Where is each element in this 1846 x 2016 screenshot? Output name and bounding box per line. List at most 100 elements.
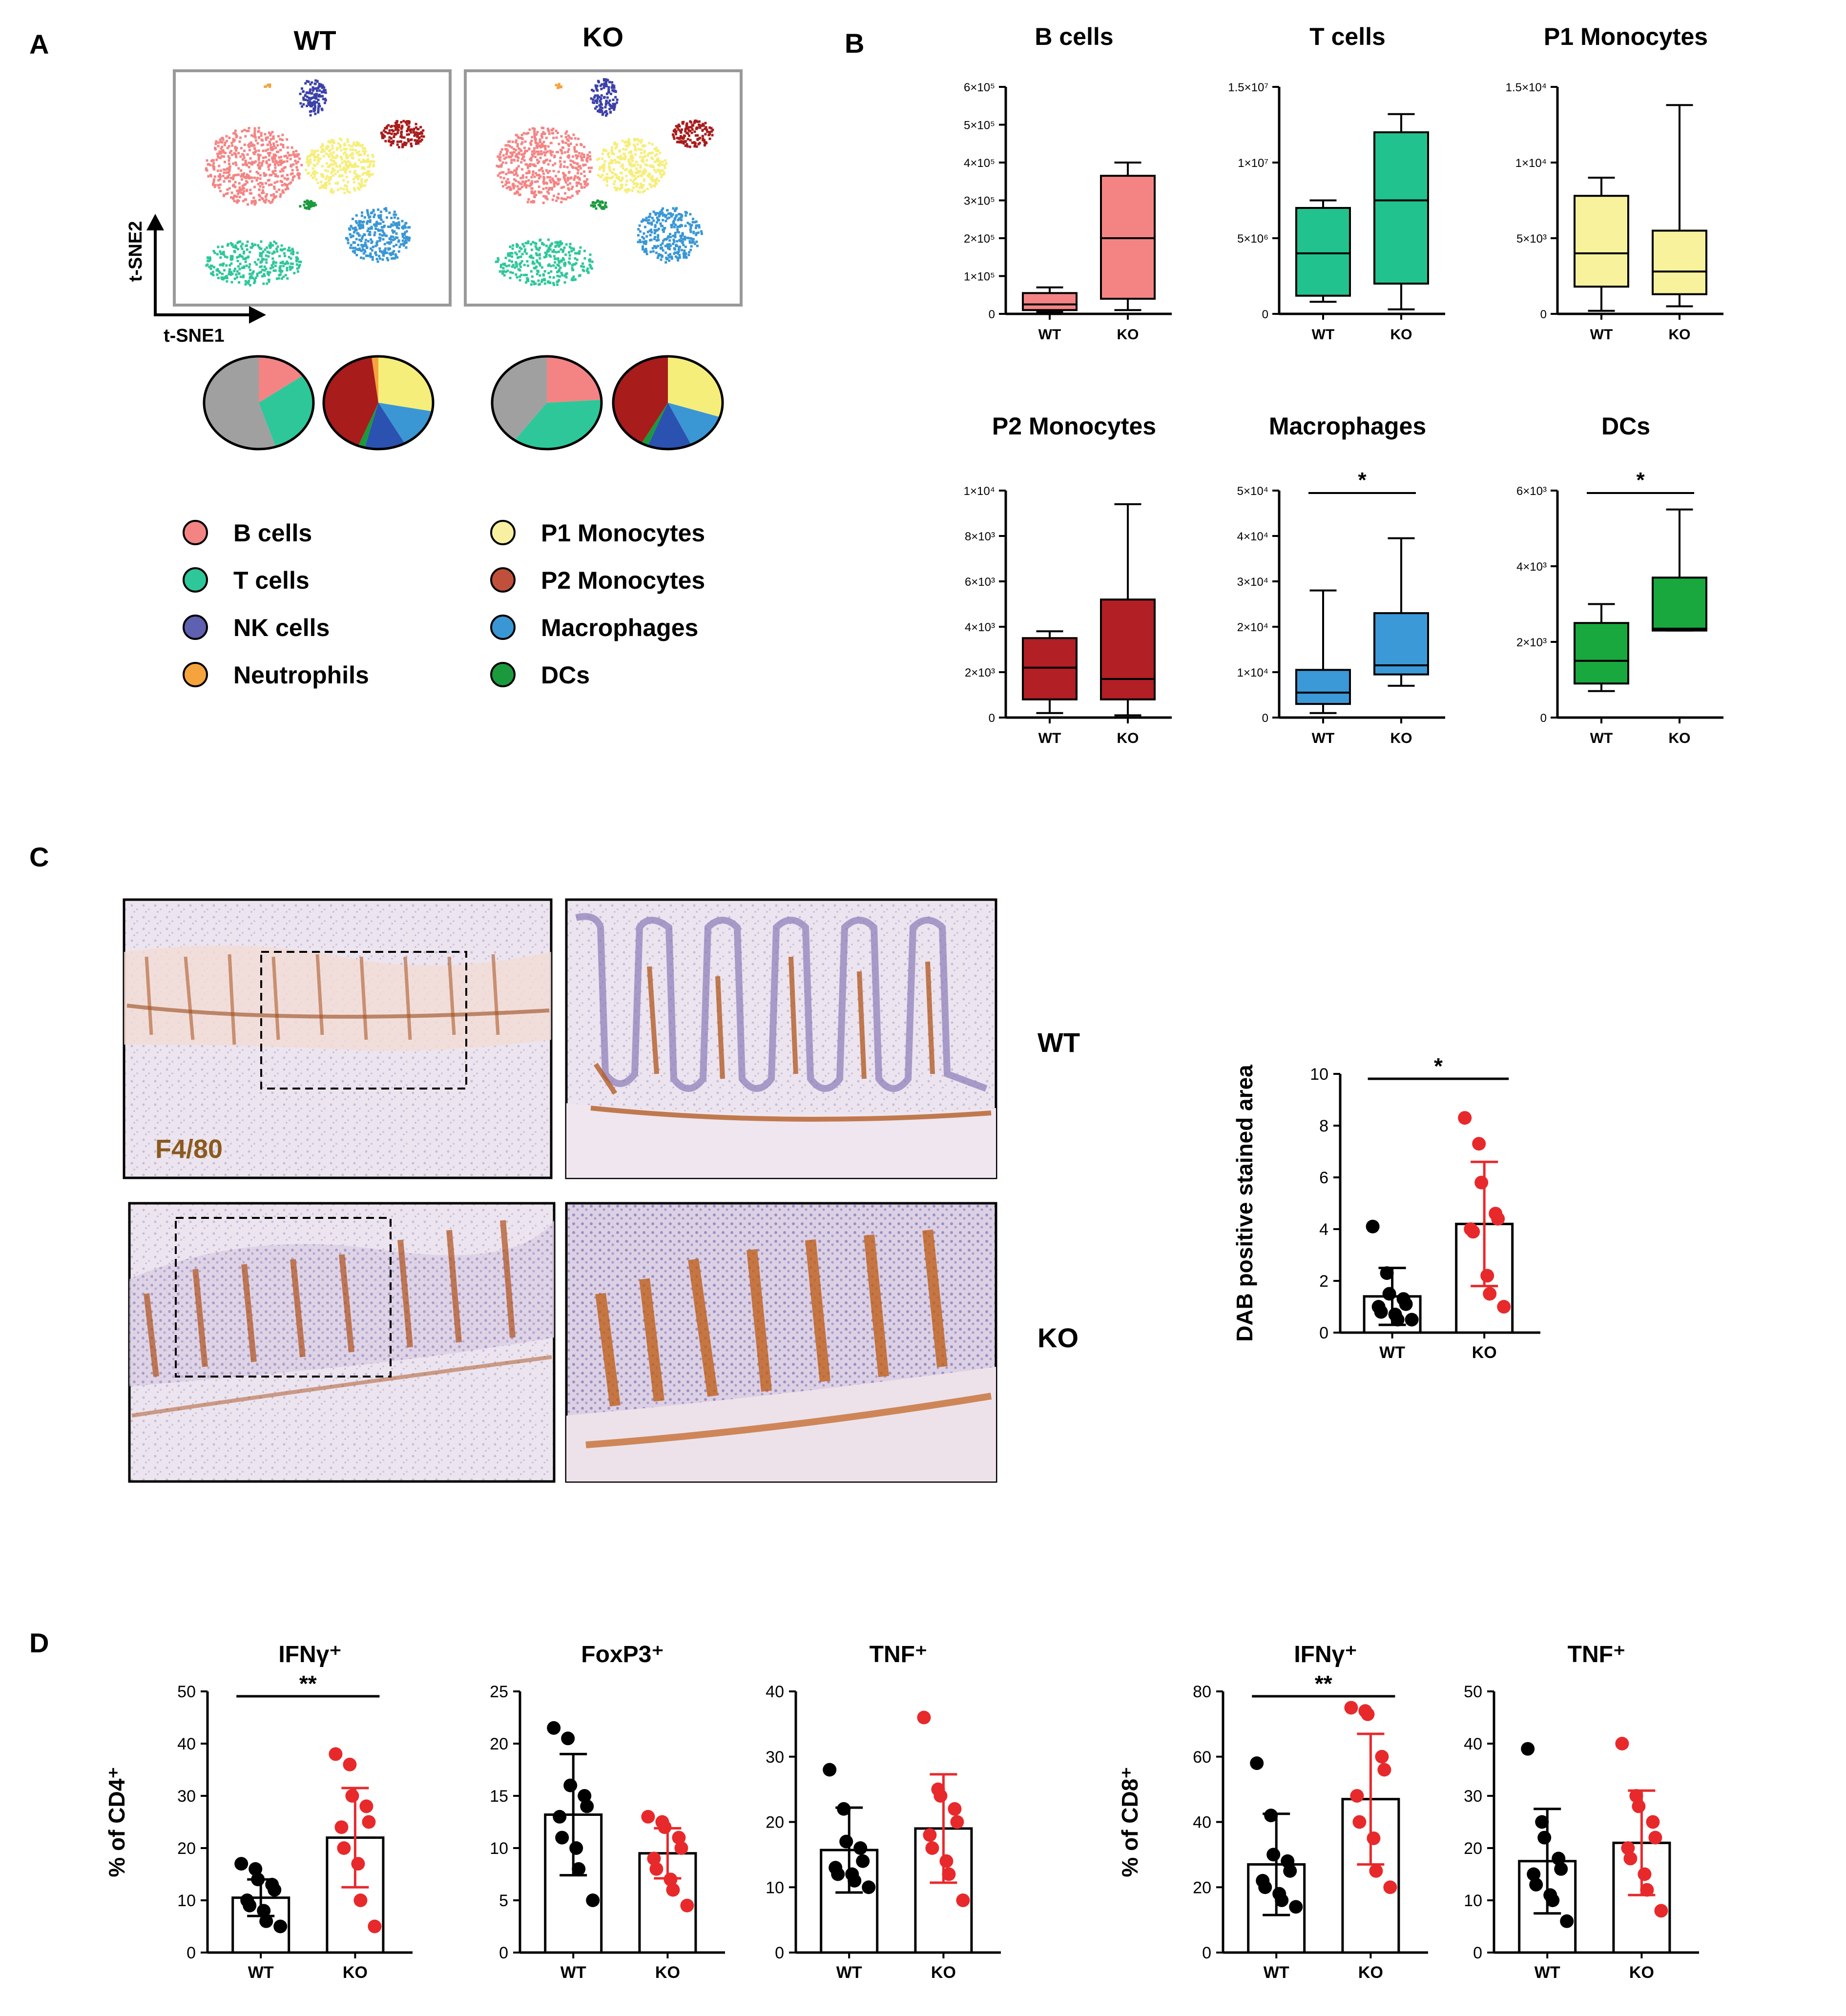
tsne-point (357, 224, 360, 226)
cluster-nk (590, 78, 619, 117)
tsne-point (396, 236, 399, 239)
tsne-point (256, 142, 259, 145)
tsne-point (668, 247, 671, 250)
tsne-point (276, 144, 279, 147)
tsne-point (498, 158, 501, 161)
tsne-point (401, 136, 404, 139)
tsne-point (377, 208, 380, 211)
x-tick-label: KO (1117, 730, 1139, 746)
tsne-point (361, 211, 363, 214)
tsne-point (331, 160, 334, 163)
tsne-point (388, 252, 391, 255)
tsne-point (560, 186, 563, 189)
tsne-point (239, 255, 242, 258)
boxplot-p2-monocytes: P2 Monocytes02×10³4×10³6×10³8×10³1×10⁴WT… (964, 412, 1172, 746)
tsne-point (353, 165, 356, 168)
tsne-point (576, 192, 579, 195)
tsne-point (503, 274, 506, 277)
tsne-point (621, 186, 623, 189)
tsne-point (583, 180, 586, 183)
tsne-point (527, 240, 530, 243)
tsne-point (392, 221, 395, 224)
tsne-point (603, 84, 606, 87)
tsne-point (674, 224, 677, 226)
tsne-point (641, 236, 644, 239)
tsne-point (625, 168, 628, 171)
tsne-point (608, 165, 611, 168)
tsne-point (578, 152, 581, 155)
tsne-point (378, 222, 381, 225)
tsne-point (359, 220, 362, 223)
tsne-point (281, 139, 284, 142)
tsne-point (555, 175, 557, 178)
tsne-point (303, 201, 306, 204)
tsne-point (553, 194, 555, 197)
tsne-point (325, 182, 328, 184)
y-axis-label: % of CD8⁺ (1117, 1767, 1142, 1877)
tsne-point (650, 238, 653, 241)
data-point (664, 1872, 678, 1887)
tsne-point (499, 159, 502, 162)
tsne-point (532, 170, 535, 173)
tsne-point (539, 175, 542, 178)
tsne-point (686, 222, 689, 225)
legend-item: P1 Monocytes (490, 519, 705, 547)
tsne-point (340, 174, 343, 177)
tsne-point (558, 260, 560, 263)
pie-outline (612, 355, 724, 451)
tsne-point (549, 142, 552, 144)
tsne-point (308, 97, 311, 100)
tsne-point (372, 164, 375, 166)
tsne-point (521, 176, 524, 179)
tsne-point (260, 144, 263, 146)
tsne-point (357, 175, 360, 177)
tsne-point (604, 80, 607, 82)
data-point (1621, 1841, 1635, 1855)
tsne-point (405, 237, 408, 240)
tsne-point (605, 84, 608, 87)
tsne-point (360, 185, 363, 187)
tsne-point (406, 123, 409, 126)
group-wt (1247, 1756, 1306, 1954)
tsne-point (271, 156, 274, 159)
tsne-point (559, 178, 561, 181)
tsne-point (312, 152, 315, 155)
tsne-point (637, 228, 640, 231)
tsne-point (262, 160, 265, 163)
tsne-point (505, 162, 508, 165)
tsne-point (342, 167, 345, 170)
tsne-point (658, 170, 661, 173)
tsne-point (635, 177, 638, 180)
tsne-point (577, 155, 580, 158)
tsne-point (696, 121, 699, 123)
tsne-point (288, 182, 291, 185)
tsne-point (557, 179, 560, 182)
cluster-neutrophils (555, 82, 562, 89)
tsne-point (332, 151, 335, 154)
y-tick-label: 2×10³ (1516, 636, 1547, 649)
tsne-point (265, 136, 268, 139)
tsne-point (253, 144, 256, 147)
tsne-point (654, 213, 657, 216)
tsne-point (289, 154, 292, 157)
tsne-point (583, 170, 586, 173)
tsne-point (512, 187, 515, 190)
tsne-point (228, 136, 231, 139)
data-point (641, 1810, 655, 1824)
tsne-point (286, 174, 289, 177)
tsne-point (582, 153, 585, 156)
tsne-point (364, 179, 367, 182)
tsne-point (276, 175, 279, 178)
tsne-point (684, 211, 687, 214)
tsne-point (620, 165, 623, 167)
tsne-point (322, 175, 325, 178)
tsne-point (223, 180, 226, 183)
tsne-point (295, 258, 298, 261)
tsne-point (381, 258, 384, 261)
tsne-point (366, 221, 369, 224)
tsne-point (586, 267, 589, 270)
tsne-point (386, 125, 388, 128)
tsne-point (640, 184, 643, 187)
tsne-point (256, 272, 259, 275)
tsne-point (657, 157, 660, 160)
